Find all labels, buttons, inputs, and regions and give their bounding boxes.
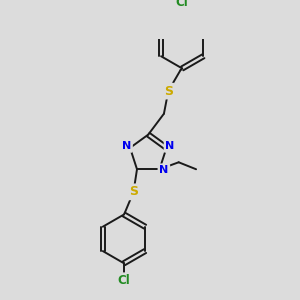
Text: Cl: Cl	[118, 274, 130, 287]
Text: N: N	[165, 141, 175, 151]
Text: N: N	[159, 165, 169, 175]
Text: N: N	[122, 141, 131, 151]
Text: S: S	[129, 185, 138, 198]
Text: Cl: Cl	[176, 0, 189, 9]
Text: S: S	[164, 85, 173, 98]
